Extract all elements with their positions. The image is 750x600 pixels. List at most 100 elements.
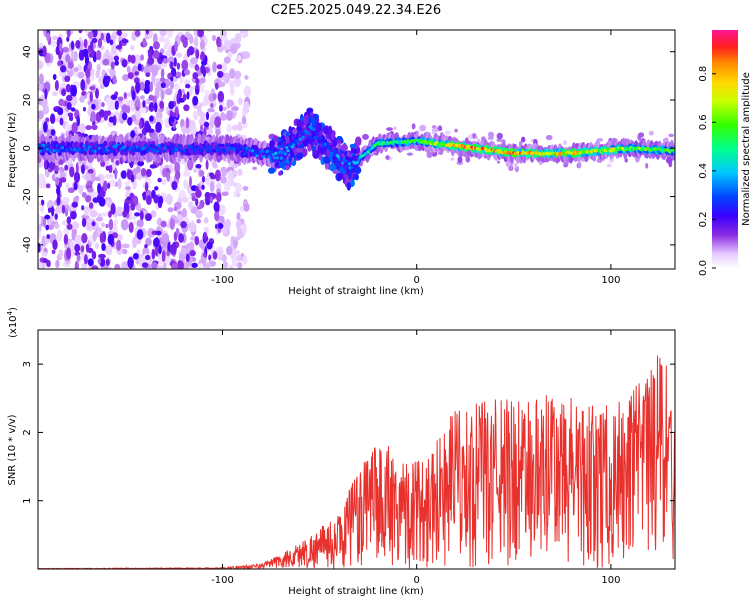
- heatmap-cell: [151, 261, 158, 269]
- heatmap-cell: [306, 108, 313, 113]
- heatmap-cell: [134, 30, 141, 37]
- heatmap-cell: [38, 73, 44, 85]
- heatmap-cell: [222, 254, 227, 263]
- heatmap-cell: [329, 162, 336, 172]
- heatmap-cell: [149, 115, 154, 122]
- heatmap-cell: [70, 107, 76, 112]
- heatmap-cell: [43, 158, 48, 170]
- x-tick-label: 0: [414, 275, 420, 286]
- heatmap-cell: [108, 173, 114, 179]
- heatmap-cell: [320, 141, 324, 145]
- heatmap-cell: [122, 146, 126, 150]
- heatmap-cell: [99, 232, 104, 244]
- heatmap-cell: [514, 162, 518, 168]
- heatmap-cell: [57, 107, 64, 116]
- heatmap-cell: [195, 163, 202, 169]
- heatmap-cell: [505, 161, 510, 167]
- spectrogram-panel: -100 0 100 -40 -20 0 20 40 Height of straight …: [7, 29, 676, 297]
- heatmap-cell: [230, 43, 238, 54]
- heatmap-cell: [54, 213, 58, 220]
- heatmap-cell: [134, 71, 140, 76]
- heatmap-cell: [386, 127, 393, 131]
- heatmap-cell: [150, 64, 159, 75]
- heatmap-cell: [171, 150, 175, 154]
- heatmap-cell: [343, 159, 347, 163]
- heatmap-cell: [128, 221, 134, 234]
- heatmap-cell: [123, 97, 129, 105]
- heatmap-cell: [170, 76, 174, 82]
- heatmap-cell: [134, 148, 138, 152]
- heatmap-cell: [153, 149, 157, 153]
- heatmap-cell: [296, 119, 302, 128]
- heatmap-cell: [195, 210, 203, 219]
- heatmap-cell: [203, 217, 209, 224]
- heatmap-cell: [64, 122, 70, 132]
- heatmap-cell: [169, 61, 174, 70]
- snr-frame: [37, 329, 676, 570]
- x-tick-label: 100: [601, 575, 620, 586]
- heatmap-cell: [92, 191, 99, 199]
- heatmap-cell: [46, 234, 51, 239]
- heatmap-cell: [91, 221, 96, 227]
- heatmap-cell: [227, 179, 235, 187]
- heatmap-cell: [219, 45, 227, 51]
- heatmap-cell: [219, 175, 227, 184]
- heatmap-cell: [87, 187, 94, 193]
- heatmap-cell: [192, 111, 199, 121]
- heatmap-cell: [350, 166, 354, 170]
- heatmap-cell: [64, 164, 69, 171]
- y-tick-label: 1: [22, 498, 33, 504]
- heatmap-cell: [334, 150, 338, 154]
- heatmap-cell: [137, 160, 145, 167]
- heatmap-cell: [81, 217, 87, 228]
- heatmap-cell: [151, 73, 156, 84]
- heatmap-cell: [84, 54, 89, 66]
- heatmap-cell: [160, 89, 165, 101]
- heatmap-cell: [97, 38, 103, 48]
- heatmap-cell: [346, 182, 352, 191]
- heatmap-cell: [121, 59, 128, 68]
- heatmap-cell: [126, 92, 132, 97]
- heatmap-cell: [306, 131, 311, 135]
- heatmap-cell: [88, 202, 94, 209]
- heatmap-cell: [106, 96, 112, 106]
- heatmap-cell: [73, 67, 79, 72]
- heatmap-cell: [158, 244, 162, 255]
- heatmap-cell: [209, 196, 213, 204]
- heatmap-cell: [272, 156, 277, 160]
- heatmap-cell: [159, 100, 165, 110]
- heatmap-cell: [221, 143, 225, 147]
- heatmap-cell: [344, 156, 351, 161]
- y-tick-label: 3: [22, 361, 33, 367]
- snr-y-axis: 1 2 3: [22, 361, 675, 504]
- heatmap-cell: [56, 186, 61, 195]
- heatmap-cell: [65, 83, 71, 93]
- heatmap-cell: [153, 102, 158, 113]
- heatmap-cell: [90, 171, 96, 183]
- heatmap-cell: [169, 79, 175, 90]
- heatmap-cell: [239, 147, 243, 151]
- heatmap-cell: [147, 227, 156, 238]
- heatmap-cell: [214, 82, 219, 90]
- heatmap-cell: [41, 143, 46, 147]
- heatmap-cell: [209, 116, 215, 129]
- heatmap-cell: [90, 111, 97, 124]
- y-tick-label: -40: [22, 237, 33, 253]
- heatmap-cell: [188, 201, 194, 210]
- heatmap-cell: [289, 141, 293, 145]
- heatmap-cell: [315, 122, 323, 132]
- heatmap-cell: [189, 249, 196, 257]
- heatmap-cell: [197, 263, 204, 269]
- heatmap-cell: [87, 168, 94, 174]
- heatmap-cell: [242, 186, 249, 191]
- heatmap-cell: [340, 161, 345, 165]
- heatmap-cell: [38, 143, 41, 147]
- heatmap-cell: [167, 207, 174, 213]
- heatmap-cell: [91, 265, 99, 269]
- heatmap-cell: [346, 166, 350, 170]
- heatmap-cell: [44, 214, 51, 220]
- heatmap-cell: [42, 104, 49, 115]
- heatmap-cell: [298, 137, 302, 141]
- heatmap-cell: [219, 113, 228, 121]
- heatmap-cell: [199, 170, 205, 177]
